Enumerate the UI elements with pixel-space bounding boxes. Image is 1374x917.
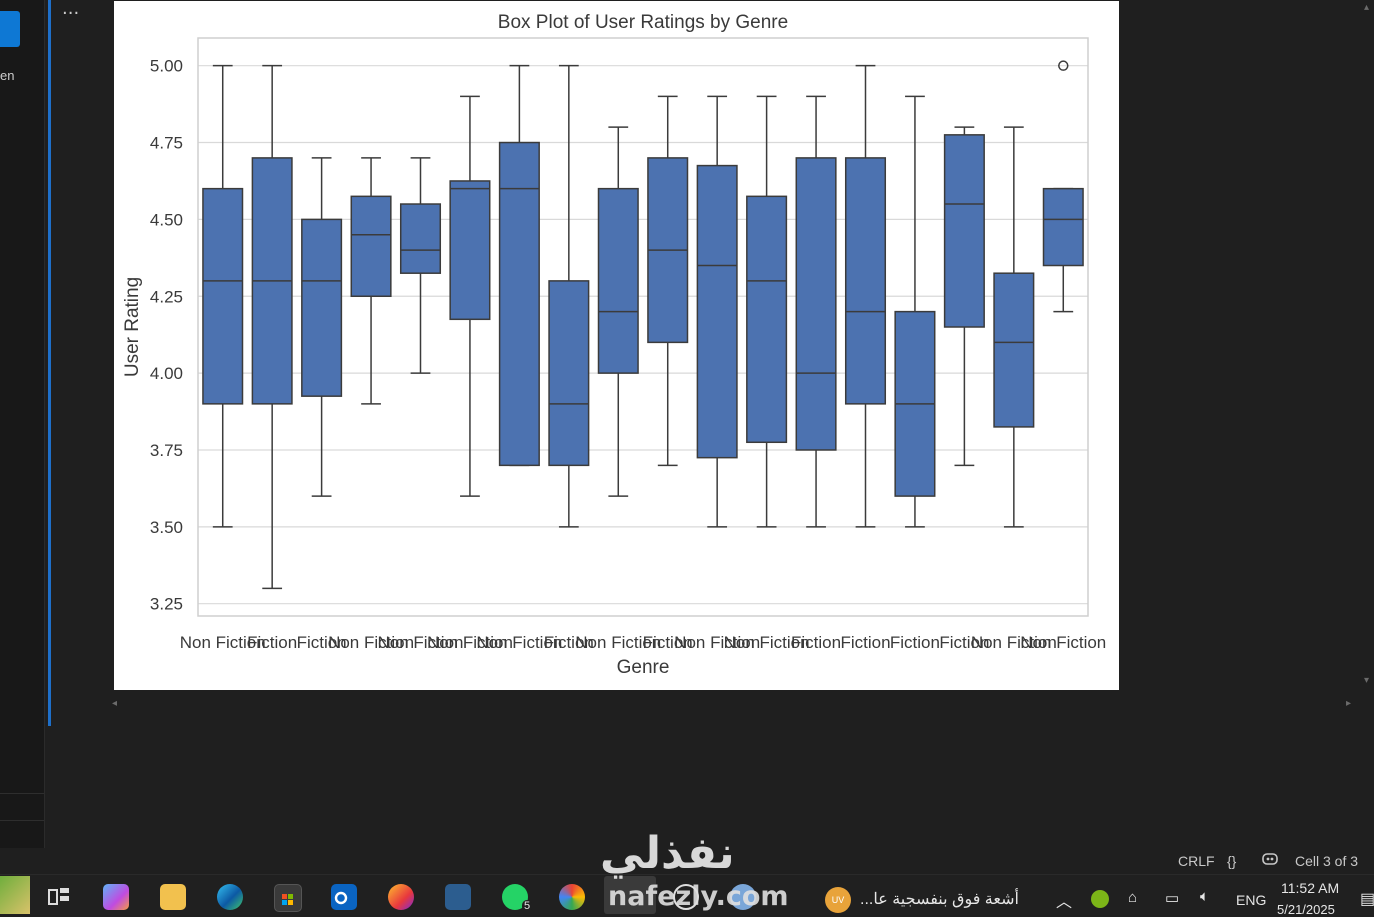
clock-time[interactable]: 11:52 AM bbox=[1281, 880, 1340, 896]
activity-bar: en bbox=[0, 0, 45, 848]
box-iqr bbox=[449, 180, 491, 321]
line-ending-status[interactable]: CRLF bbox=[1178, 853, 1215, 869]
x-tick-label: Fiction bbox=[247, 633, 297, 652]
app-icon[interactable] bbox=[730, 884, 756, 910]
file-explorer-icon[interactable] bbox=[160, 884, 186, 910]
box-iqr bbox=[597, 187, 639, 374]
y-tick-label: 3.50 bbox=[150, 518, 183, 537]
cell-focus-bar bbox=[48, 0, 51, 726]
box-iqr bbox=[498, 141, 540, 467]
chatgpt-icon[interactable] bbox=[673, 884, 699, 910]
x-tick-label: Non Fiction bbox=[378, 633, 464, 652]
x-tick-label: Fiction bbox=[791, 633, 841, 652]
box-iqr bbox=[746, 195, 788, 444]
y-axis-label: User Rating bbox=[122, 277, 143, 377]
language-indicator[interactable]: ENG bbox=[1236, 892, 1267, 908]
x-tick-label: Fiction bbox=[890, 633, 940, 652]
box-iqr bbox=[696, 164, 738, 459]
watermark-arabic: نفذلي bbox=[600, 828, 735, 879]
box-iqr bbox=[202, 187, 244, 405]
y-tick-label: 4.75 bbox=[150, 134, 183, 153]
chrome-icon[interactable] bbox=[559, 884, 585, 910]
x-tick-label: Fiction bbox=[544, 633, 594, 652]
x-tick-label: Fiction bbox=[297, 633, 347, 652]
watermark-latin: nafezly.com bbox=[608, 881, 789, 912]
sidebar-divider bbox=[0, 793, 44, 794]
x-tick-label: Non Fiction bbox=[674, 633, 760, 652]
box-iqr bbox=[993, 272, 1035, 428]
x-tick-label: Fiction bbox=[643, 633, 693, 652]
x-tick-label: Non Fiction bbox=[476, 633, 562, 652]
plot-frame bbox=[197, 37, 1089, 617]
chart-output: 3.25 3.50 3.75 4.00 4.25 4.50 4.75 5.00 Non Fict… bbox=[114, 1, 1119, 690]
sidebar-label: en bbox=[0, 68, 15, 83]
notification-center-icon[interactable]: ▤ bbox=[1360, 891, 1374, 908]
x-tick-label: Non Fiction bbox=[724, 633, 810, 652]
box-iqr bbox=[399, 203, 442, 274]
x-tick-label: Non Fiction bbox=[971, 633, 1057, 652]
y-tick-label: 4.00 bbox=[150, 364, 183, 383]
chart-title: Box Plot of User Ratings by Genre bbox=[498, 12, 788, 33]
active-app-highlight[interactable] bbox=[604, 876, 656, 914]
scroll-left-arrow[interactable]: ◂ bbox=[112, 698, 118, 709]
cell-position-status[interactable]: Cell 3 of 3 bbox=[1295, 853, 1359, 869]
box-iqr bbox=[943, 134, 985, 328]
y-tick-label: 4.25 bbox=[150, 287, 183, 306]
language-mode-status[interactable]: {} bbox=[1227, 853, 1237, 869]
store-icon[interactable] bbox=[274, 884, 302, 912]
box-plot-chart: 3.25 3.50 3.75 4.00 4.25 4.50 4.75 5.00 Non Fict… bbox=[122, 12, 1106, 678]
task-view-icon[interactable] bbox=[46, 884, 72, 910]
box-iqr bbox=[548, 280, 590, 467]
clock-date[interactable]: 5/21/2025 bbox=[1277, 902, 1335, 917]
network-icon[interactable]: ⌂ bbox=[1128, 889, 1138, 906]
copilot-app-icon[interactable] bbox=[103, 884, 129, 910]
scroll-down-arrow[interactable]: ▾ bbox=[1364, 675, 1370, 686]
box-iqr bbox=[301, 218, 343, 397]
active-view-indicator[interactable] bbox=[0, 11, 20, 47]
x-axis-label: Genre bbox=[617, 657, 670, 678]
weather-uv-badge[interactable]: UV bbox=[825, 887, 851, 913]
x-tick-label: Non Fiction bbox=[180, 633, 266, 652]
vscode-icon[interactable] bbox=[445, 884, 471, 910]
box-iqr bbox=[795, 157, 837, 451]
box-iqr bbox=[350, 195, 392, 298]
box-outlier bbox=[1058, 60, 1069, 71]
x-tick-label: Non Fiction bbox=[575, 633, 661, 652]
outlook-icon[interactable] bbox=[331, 884, 357, 910]
x-tick-label: Fiction bbox=[939, 633, 989, 652]
copilot-icon[interactable] bbox=[1261, 851, 1279, 870]
x-tick-label: Non Fiction bbox=[328, 633, 414, 652]
y-tick-label: 3.25 bbox=[150, 595, 183, 614]
x-tick-label: Non Fiction bbox=[427, 633, 513, 652]
edge-icon[interactable] bbox=[217, 884, 243, 910]
weather-notification-text[interactable]: أشعة فوق بنفسجية عا... bbox=[860, 891, 1019, 908]
sidebar-divider bbox=[0, 820, 44, 821]
tray-app-icon[interactable] bbox=[1091, 890, 1109, 908]
more-actions-button[interactable]: ... bbox=[62, 0, 80, 19]
y-tick-label: 3.75 bbox=[150, 441, 183, 460]
scroll-right-arrow[interactable]: ▸ bbox=[1346, 698, 1352, 709]
status-bar bbox=[0, 848, 1374, 874]
battery-icon[interactable]: ▭ bbox=[1165, 890, 1180, 907]
x-tick-label: Non Fiction bbox=[1020, 633, 1106, 652]
y-tick-label: 4.50 bbox=[150, 210, 183, 229]
box-iqr bbox=[844, 157, 887, 405]
chevron-up-icon[interactable]: ︿ bbox=[1056, 894, 1073, 911]
whatsapp-badge: 5 bbox=[522, 900, 533, 912]
firefox-icon[interactable] bbox=[388, 884, 414, 910]
widgets-icon[interactable] bbox=[0, 876, 30, 914]
scroll-up-arrow[interactable]: ▴ bbox=[1364, 2, 1370, 13]
x-tick-label: Fiction bbox=[840, 633, 890, 652]
y-tick-label: 5.00 bbox=[150, 57, 183, 76]
box-iqr bbox=[1042, 187, 1084, 267]
volume-icon[interactable]: 🔈︎ bbox=[1200, 888, 1210, 905]
